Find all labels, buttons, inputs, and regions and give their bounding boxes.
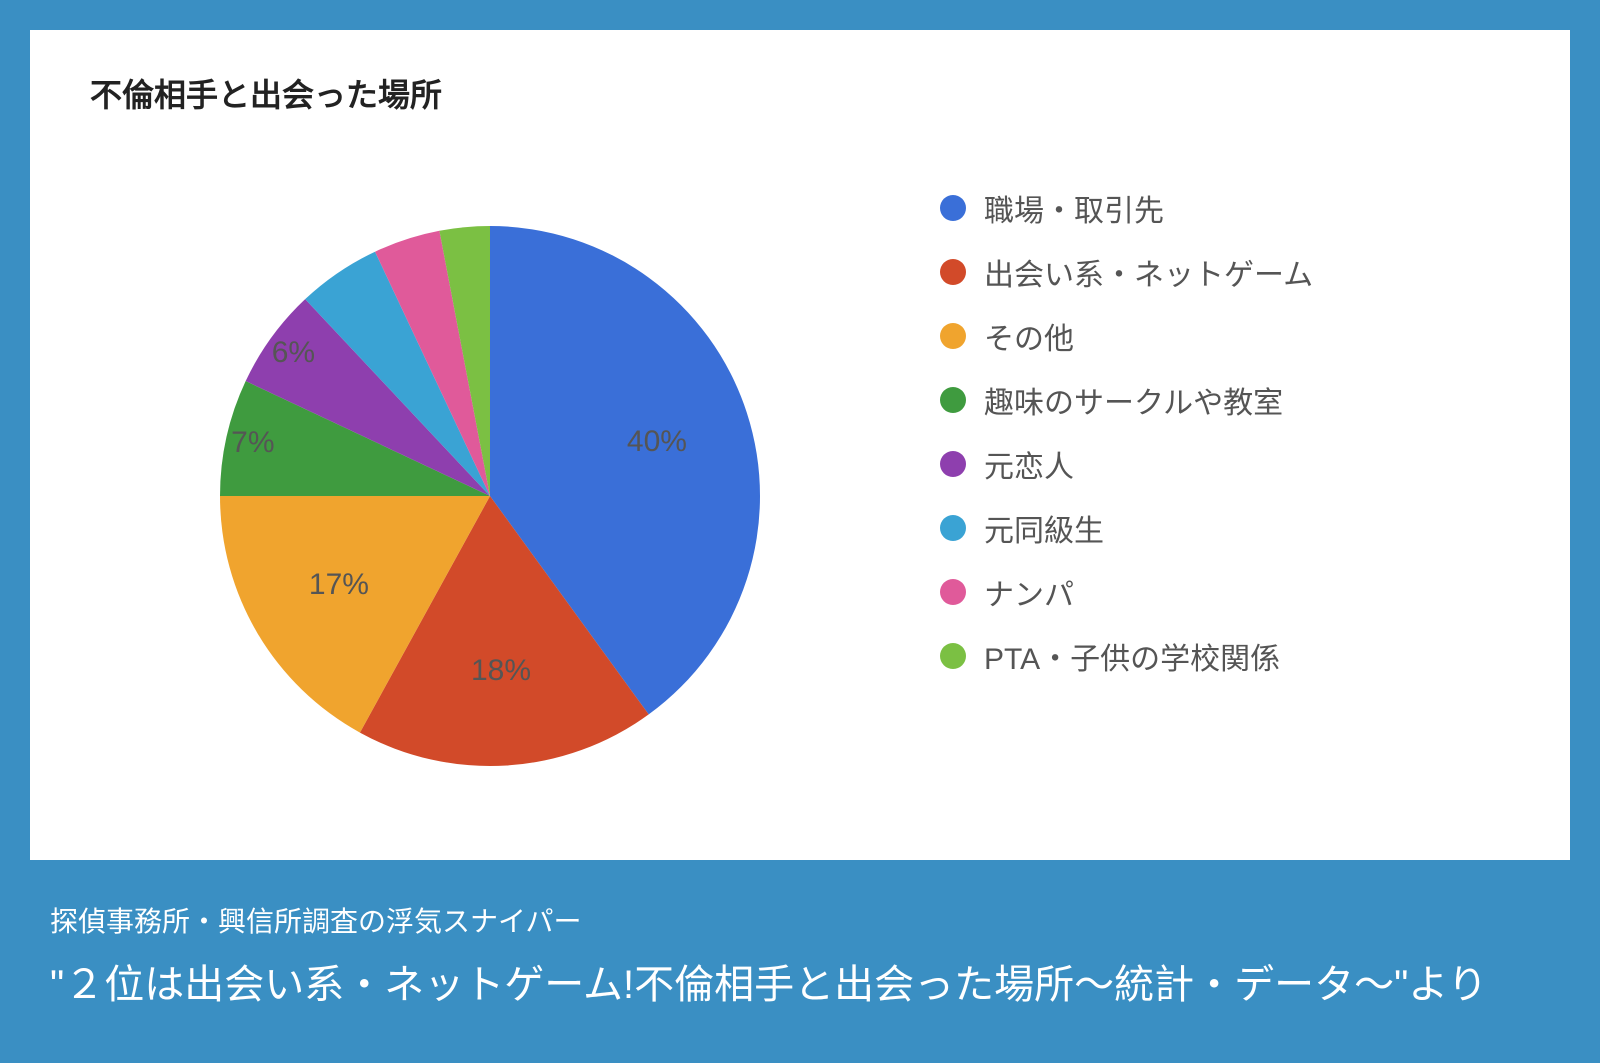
slice-percent-label: 18% (471, 654, 531, 688)
caption-block: 探偵事務所・興信所調査の浮気スナイパー "２位は出会い系・ネットゲーム!不倫相手… (30, 860, 1570, 1010)
slice-percent-label: 7% (231, 426, 274, 460)
legend-swatch-icon (940, 515, 966, 541)
legend-item: 元恋人 (940, 442, 1313, 486)
slice-percent-label: 6% (272, 336, 315, 370)
legend-item: PTA・子供の学校関係 (940, 634, 1313, 678)
legend-item: ナンパ (940, 570, 1313, 614)
chart-title: 不倫相手と出会った場所 (90, 70, 1510, 116)
slice-percent-label: 40% (627, 425, 687, 459)
slice-percent-label: 17% (309, 568, 369, 602)
legend-label: 出会い系・ネットゲーム (984, 250, 1313, 294)
pie-chart: 40% 18% 17% 7% 6% (90, 126, 850, 826)
legend-label: 元同級生 (984, 506, 1104, 550)
legend: 職場・取引先出会い系・ネットゲームその他趣味のサークルや教室元恋人元同級生ナンパ… (940, 186, 1313, 698)
legend-label: 職場・取引先 (984, 186, 1164, 230)
legend-item: 趣味のサークルや教室 (940, 378, 1313, 422)
legend-item: その他 (940, 314, 1313, 358)
legend-label: その他 (984, 314, 1074, 358)
legend-swatch-icon (940, 579, 966, 605)
legend-swatch-icon (940, 643, 966, 669)
legend-swatch-icon (940, 387, 966, 413)
legend-item: 元同級生 (940, 506, 1313, 550)
legend-label: ナンパ (984, 570, 1074, 614)
legend-label: 元恋人 (984, 442, 1074, 486)
legend-swatch-icon (940, 323, 966, 349)
legend-item: 出会い系・ネットゲーム (940, 250, 1313, 294)
legend-swatch-icon (940, 259, 966, 285)
chart-card: 不倫相手と出会った場所 40% 18% 17% 7% 6% 職場・取引先出会い系・ネット… (30, 30, 1570, 860)
legend-swatch-icon (940, 451, 966, 477)
page-outer: 不倫相手と出会った場所 40% 18% 17% 7% 6% 職場・取引先出会い系・ネット… (0, 0, 1600, 1063)
legend-label: 趣味のサークルや教室 (984, 378, 1283, 422)
caption-quote: "２位は出会い系・ネットゲーム!不倫相手と出会った場所〜統計・データ〜"より (50, 952, 1550, 1010)
legend-item: 職場・取引先 (940, 186, 1313, 230)
legend-label: PTA・子供の学校関係 (984, 634, 1280, 678)
legend-swatch-icon (940, 195, 966, 221)
chart-row: 40% 18% 17% 7% 6% 職場・取引先出会い系・ネットゲームその他趣味のサーク… (90, 126, 1510, 826)
caption-source: 探偵事務所・興信所調査の浮気スナイパー (50, 900, 1550, 940)
